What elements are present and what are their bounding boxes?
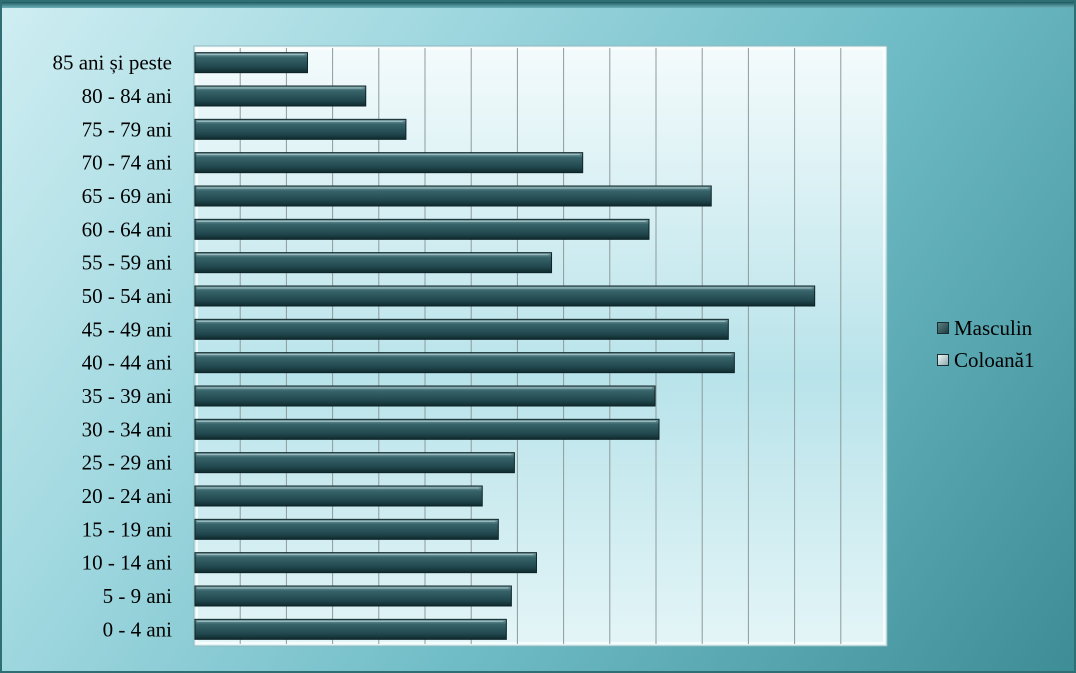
bar-80-84-ani [194,85,367,107]
category-label: 60 - 64 ani [82,217,173,241]
bar-50-54-ani [194,285,816,307]
legend-item-masculin: Masculin [937,312,1034,344]
bar-85-ani-i-peste [194,52,308,74]
bar-40-44-ani [194,352,735,374]
legend-swatch-coloana1 [937,354,949,366]
category-label: 55 - 59 ani [82,251,173,275]
bar-20-24-ani [194,485,483,507]
category-label: 75 - 79 ani [82,117,173,141]
bar-30-34-ani [194,418,660,440]
bar-5-9-ani [194,585,512,607]
category-label: 20 - 24 ani [82,484,173,508]
plot-area [193,45,888,647]
bar-10-14-ani [194,552,537,574]
legend-swatch-masculin [937,322,949,334]
category-label: 15 - 19 ani [82,517,173,541]
category-label: 10 - 14 ani [82,551,173,575]
frame-top-border [2,2,1074,8]
category-label: 30 - 34 ani [82,417,173,441]
legend-item-coloana1: Coloană1 [937,344,1034,376]
category-label: 35 - 39 ani [82,384,173,408]
legend-label-coloana1: Coloană1 [954,347,1035,372]
category-label: 50 - 54 ani [82,284,173,308]
bar-25-29-ani [194,452,515,474]
category-label: 40 - 44 ani [82,351,173,375]
bar-75-79-ani [194,118,407,140]
category-label: 80 - 84 ani [82,84,173,108]
bar-0-4-ani [194,618,507,640]
category-label: 65 - 69 ani [82,184,173,208]
bar-45-49-ani [194,318,729,340]
category-label: 0 - 4 ani [103,617,173,641]
bar-60-64-ani [194,218,650,240]
category-label: 85 ani și peste [52,51,172,75]
bar-15-19-ani [194,518,499,540]
bar-55-59-ani [194,252,553,274]
chart-legend: Masculin Coloană1 [937,312,1034,376]
plot-bevel [196,48,885,644]
category-label: 5 - 9 ani [103,584,173,608]
category-label: 45 - 49 ani [82,317,173,341]
legend-label-masculin: Masculin [954,315,1033,340]
bar-70-74-ani [194,152,584,174]
bar-35-39-ani [194,385,656,407]
bar-65-69-ani [194,185,712,207]
category-label: 25 - 29 ani [82,451,173,475]
category-label: 70 - 74 ani [82,151,173,175]
